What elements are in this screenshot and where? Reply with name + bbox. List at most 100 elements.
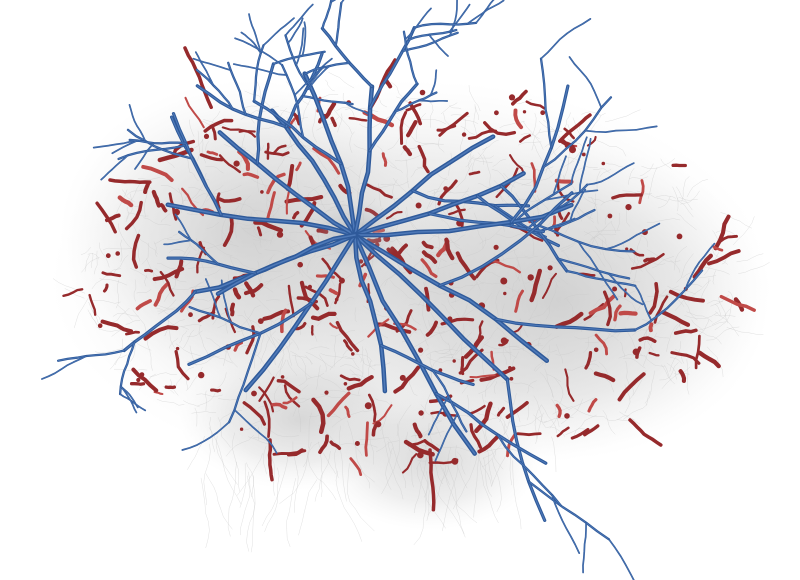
blue-branch-highlight — [205, 278, 221, 318]
blue-branch-highlight — [41, 355, 87, 380]
blue-branch-highlight — [354, 85, 373, 236]
red-blob — [494, 110, 499, 116]
red-fragment — [421, 240, 434, 250]
blue-branch-highlight — [253, 44, 264, 102]
blue-branch-highlight — [354, 135, 494, 236]
red-blob — [260, 190, 264, 194]
red-fragment — [712, 245, 724, 252]
red-fragment — [508, 154, 526, 176]
red-fragment — [483, 121, 517, 136]
red-strand — [558, 113, 592, 143]
red-fragment — [326, 391, 351, 418]
blue-branch-highlight — [369, 27, 415, 109]
blue-branch-highlight — [118, 145, 185, 160]
blue-branch-highlight — [394, 92, 437, 112]
blue-branch-highlight — [605, 223, 660, 250]
blue-branch-highlight — [354, 234, 386, 392]
red-fragment — [648, 351, 660, 357]
blue-branch-highlight — [295, 27, 304, 66]
red-fragment — [697, 350, 721, 369]
blue-branch-highlight — [540, 58, 552, 148]
red-fragment — [258, 376, 275, 402]
blue-branch-highlight — [304, 62, 350, 75]
red-strand — [628, 418, 663, 447]
red-fragment — [349, 457, 363, 476]
blue-branch-highlight — [285, 52, 323, 128]
red-fragment — [174, 259, 184, 279]
red-fragment — [371, 423, 378, 437]
red-fragment — [293, 321, 307, 331]
blue-branch-highlight — [100, 155, 128, 180]
red-fragment — [367, 393, 377, 423]
red-fragment — [143, 325, 179, 341]
blue-branch-highlight — [608, 273, 643, 305]
blue-branch-highlight — [684, 243, 715, 291]
red-blob — [175, 346, 180, 351]
blue-branch-highlight — [412, 190, 530, 207]
red-fragment — [425, 320, 438, 337]
red-fragment — [469, 374, 496, 379]
blue-branch-highlight — [196, 85, 287, 128]
blue-branch-highlight — [188, 302, 312, 365]
red-fragment — [217, 197, 242, 203]
blue-branch-highlight — [195, 51, 214, 86]
red-blob — [351, 352, 355, 356]
blue-branch-highlight — [428, 213, 544, 232]
red-fragment — [203, 118, 234, 133]
blue-branch-highlight — [178, 231, 219, 265]
red-fragment — [525, 100, 546, 110]
red-fragment — [258, 386, 275, 413]
red-fragment — [328, 288, 339, 296]
red-fragment — [594, 333, 609, 356]
blue-branch-highlight — [510, 183, 572, 227]
red-fragment — [630, 253, 665, 270]
red-fragment — [468, 170, 481, 176]
red-fragment — [407, 439, 427, 447]
red-fragment — [104, 213, 121, 223]
red-fragment — [124, 200, 143, 231]
red-fragment — [402, 145, 413, 157]
red-fragment — [648, 322, 654, 333]
red-strand — [183, 46, 213, 110]
red-blob — [593, 347, 599, 353]
blue-branch-highlight — [182, 421, 230, 451]
red-fragment — [199, 153, 224, 162]
blue-branch-highlight — [354, 234, 509, 381]
red-fragment — [468, 404, 486, 416]
blue-branch-highlight — [321, 27, 373, 88]
red-fragment — [263, 400, 271, 438]
red-fragment — [541, 272, 557, 299]
red-fragment — [343, 339, 353, 352]
blue-branch-highlight — [248, 13, 262, 54]
red-fragment — [412, 422, 423, 439]
red-blob — [547, 265, 553, 271]
red-blob — [418, 410, 424, 416]
red-fragment — [102, 283, 109, 293]
red-strand — [267, 438, 274, 482]
blue-branch — [608, 538, 635, 580]
red-strand — [428, 448, 436, 512]
blue-branch-highlight — [120, 386, 137, 413]
red-fragment — [673, 328, 698, 335]
red-fragment — [335, 320, 360, 353]
blue-branch-highlight — [557, 258, 630, 279]
red-blob — [198, 371, 205, 379]
red-blob — [607, 213, 613, 219]
red-blob — [522, 110, 527, 114]
blue-branch-highlight — [234, 409, 277, 454]
red-fragment — [401, 453, 418, 474]
red-fragment — [510, 89, 528, 106]
red-fragment — [602, 290, 612, 327]
red-blob — [451, 457, 459, 465]
red-fragment — [312, 147, 341, 175]
red-fragment — [344, 405, 351, 418]
red-blob — [354, 441, 360, 446]
red-blob — [203, 133, 210, 139]
blue-branch-highlight — [418, 100, 448, 102]
red-fragment — [469, 423, 482, 449]
red-fragment — [285, 164, 295, 191]
red-fragment — [95, 201, 117, 234]
red-blob — [438, 368, 443, 373]
red-fragment — [513, 108, 524, 130]
red-fragment — [329, 322, 338, 330]
